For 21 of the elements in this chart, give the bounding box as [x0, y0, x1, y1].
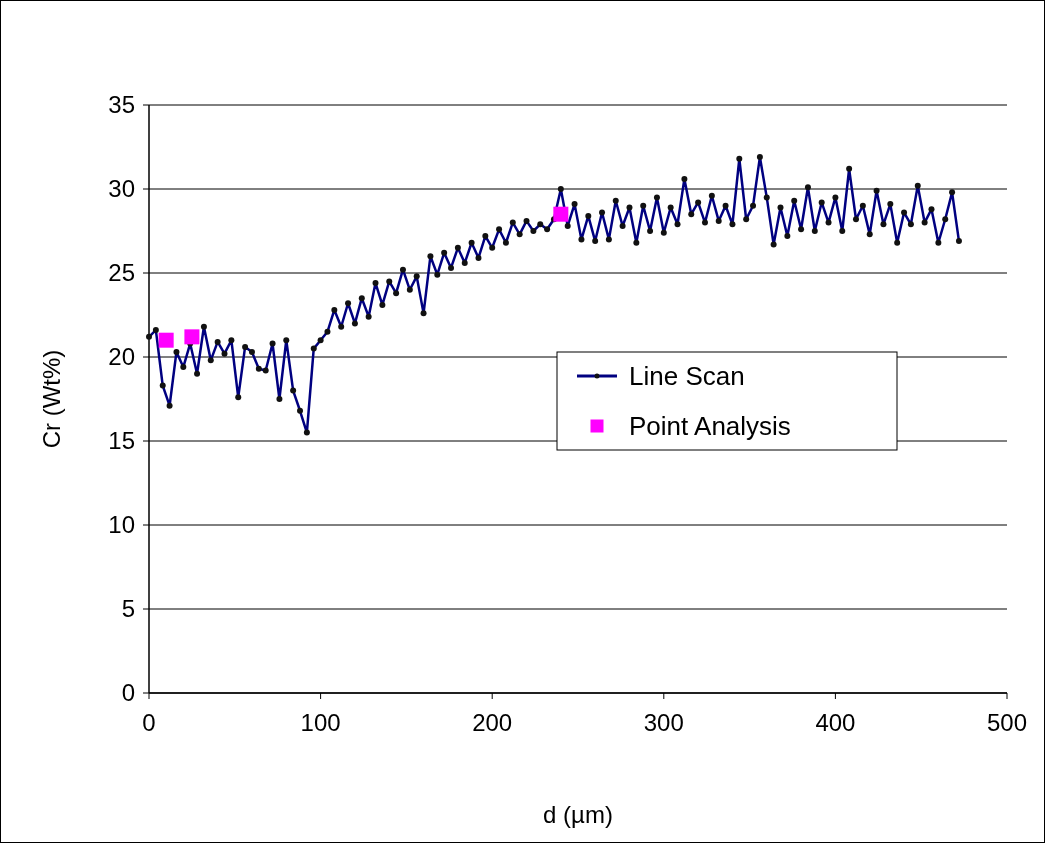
y-tick-label: 15 — [108, 427, 135, 455]
x-tick-label: 500 — [986, 709, 1028, 736]
y-tick-label: 10 — [108, 511, 135, 539]
point — [158, 332, 174, 348]
point — [184, 329, 200, 345]
legend-label: Line Scan — [629, 361, 745, 392]
y-tick-label: 25 — [108, 259, 135, 287]
x-tick-label: 300 — [643, 709, 684, 736]
y-axis-title: Cr (Wt%) — [38, 349, 65, 449]
point — [553, 206, 569, 222]
x-tick-label: 100 — [300, 709, 341, 736]
y-tick-label: 5 — [121, 595, 135, 623]
y-tick-label: 30 — [108, 175, 135, 203]
legend-label: Point Analysis — [629, 411, 791, 442]
x-tick-label: 200 — [472, 709, 513, 736]
x-tick-label: 0 — [142, 709, 156, 736]
y-tick-label: 35 — [108, 91, 135, 119]
x-tick-label: 400 — [815, 709, 856, 736]
y-tick-label: 0 — [121, 679, 135, 707]
x-axis-title: d (µm) — [543, 801, 613, 828]
y-tick-label: 20 — [108, 343, 135, 371]
